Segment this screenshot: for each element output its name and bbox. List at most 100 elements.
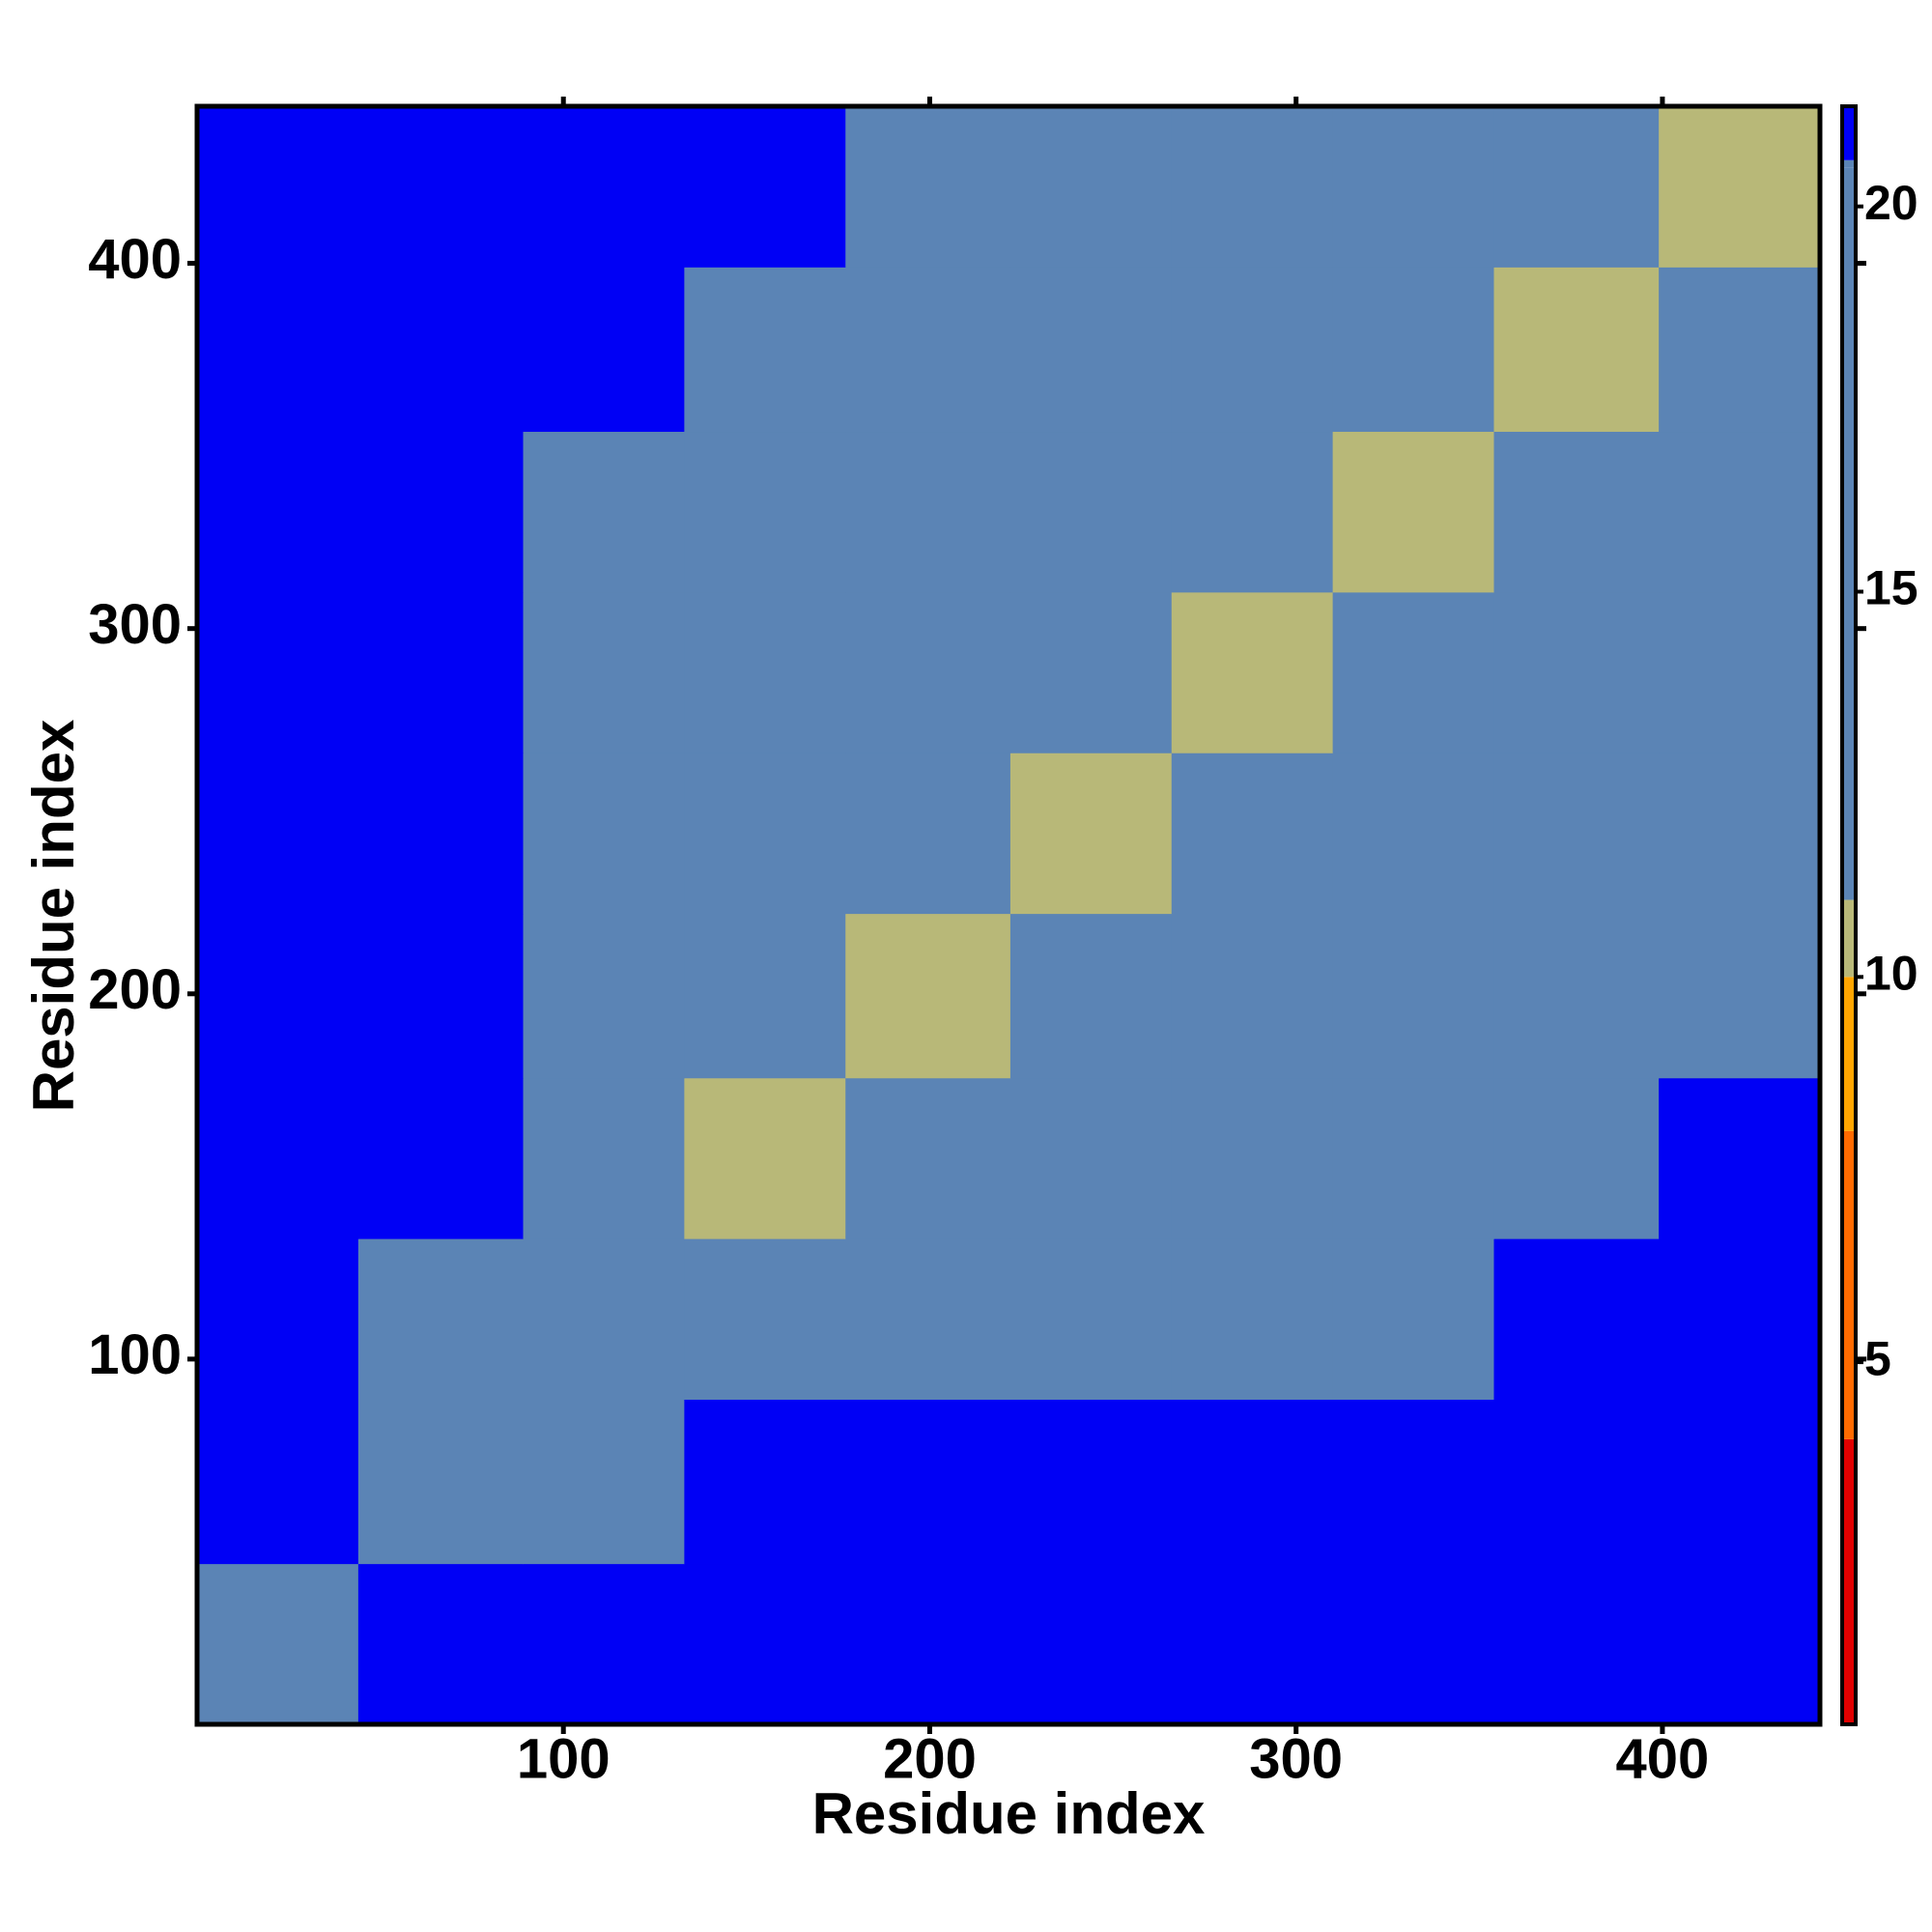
heatmap-cell [1332, 1563, 1494, 1725]
heatmap-cell [1659, 591, 1821, 753]
heatmap-cell [1332, 1399, 1494, 1565]
heatmap-cell [523, 267, 685, 433]
colorbar-tick-label: 15 [1864, 561, 1918, 615]
heatmap-cell [845, 431, 1011, 593]
colorbar-frame [1840, 104, 1858, 1726]
y-tick-label: 400 [88, 228, 182, 291]
heatmap-cell [1332, 753, 1494, 915]
colorbar-segment [1842, 1130, 1856, 1439]
heatmap-cell [523, 913, 685, 1079]
heatmap-cell [1493, 1563, 1660, 1725]
heatmap-cell [523, 753, 685, 915]
heatmap-cell [357, 267, 525, 433]
heatmap-cell [197, 753, 359, 915]
heatmap-cell [197, 1399, 359, 1565]
heatmap-cell [197, 591, 359, 753]
heatmap-cell [1009, 753, 1173, 915]
heatmap-cell [1659, 1238, 1821, 1400]
heatmap-cell [1171, 1238, 1334, 1400]
heatmap-cell [357, 753, 525, 915]
colorbar-tick-label: 10 [1864, 947, 1918, 1001]
y-tick-label: 300 [88, 593, 182, 656]
heatmap-cell [1659, 1399, 1821, 1565]
heatmap-cell [1659, 431, 1821, 593]
heatmap-cell [1332, 1238, 1494, 1400]
heatmap-cell [845, 267, 1011, 433]
colorbar-segment [1842, 159, 1856, 168]
heatmap-cell [1493, 431, 1660, 593]
heatmap-cell [357, 431, 525, 593]
heatmap-cell [1009, 913, 1173, 1079]
heatmap-cell [357, 106, 525, 268]
heatmap-cell [845, 1077, 1011, 1239]
heatmap-cell [1659, 753, 1821, 915]
heatmap-cell [1009, 1238, 1173, 1400]
heatmap-cell [684, 591, 846, 753]
heatmap-cell [1332, 913, 1494, 1079]
heatmap-cell [197, 1563, 359, 1725]
heatmap-cell [684, 1077, 846, 1239]
heatmap-cell [845, 753, 1011, 915]
plot-frame [194, 103, 1823, 1727]
heatmap-cell [1659, 913, 1821, 1079]
heatmap-cell [1493, 1077, 1660, 1239]
heatmap-cell [1009, 1563, 1173, 1725]
heatmap-cell [1493, 267, 1660, 433]
heatmap-cell [357, 1077, 525, 1239]
heatmap-cell [684, 267, 846, 433]
heatmap-cell [1171, 267, 1334, 433]
heatmap-cell [845, 1563, 1011, 1725]
colorbar-tick-label: 5 [1864, 1331, 1891, 1385]
heatmap-cell [523, 1238, 685, 1400]
heatmap-cell [845, 913, 1011, 1079]
heatmap-cell [1493, 913, 1660, 1079]
colorbar-tick-label: 20 [1864, 176, 1918, 230]
heatmap-cell [197, 913, 359, 1079]
colorbar-segment [1842, 899, 1856, 978]
colorbar-segment [1842, 1438, 1856, 1724]
heatmap-cell [1009, 431, 1173, 593]
heatmap-cell [1659, 1563, 1821, 1725]
heatmap-cell [1493, 753, 1660, 915]
heatmap-cell [357, 591, 525, 753]
x-axis-title: Residue index [812, 1781, 1206, 1846]
heatmap-cell [357, 1563, 525, 1725]
heatmap-cell [845, 1238, 1011, 1400]
x-tick-label: 100 [517, 1727, 611, 1790]
heatmap-cell [523, 1563, 685, 1725]
x-tick-label: 300 [1249, 1727, 1343, 1790]
heatmap-cell [845, 106, 1011, 268]
heatmap-cell [684, 753, 846, 915]
heatmap-cell [523, 106, 685, 268]
heatmap-cell [1171, 913, 1334, 1079]
heatmap-cell [1332, 431, 1494, 593]
heatmap-cell [197, 431, 359, 593]
heatmap-cell [197, 106, 359, 268]
x-tick-label: 400 [1616, 1727, 1710, 1790]
heatmap-cell [357, 1399, 525, 1565]
heatmap-cell [1171, 106, 1334, 268]
heatmap-cell [684, 1399, 846, 1565]
heatmap-cell [1171, 591, 1334, 753]
heatmap-cell [1493, 1238, 1660, 1400]
heatmap-cell [523, 591, 685, 753]
x-tick-label: 200 [883, 1727, 977, 1790]
colorbar-segment [1842, 977, 1856, 1131]
heatmap-cell [523, 431, 685, 593]
heatmap-cell [523, 1399, 685, 1565]
heatmap-cell [1493, 106, 1660, 268]
heatmap-cell [197, 267, 359, 433]
heatmap-cell [357, 1238, 525, 1400]
heatmap-cell [845, 1399, 1011, 1565]
heatmap-cell [684, 913, 846, 1079]
heatmap-cell [684, 106, 846, 268]
heatmap-cell [357, 913, 525, 1079]
heatmap-cell [1009, 1077, 1173, 1239]
heatmap-cell [845, 591, 1011, 753]
heatmap-cell [1009, 106, 1173, 268]
colorbar-segment [1842, 106, 1856, 160]
heatmap-cell [1171, 1077, 1334, 1239]
heatmap-cell [1009, 591, 1173, 753]
